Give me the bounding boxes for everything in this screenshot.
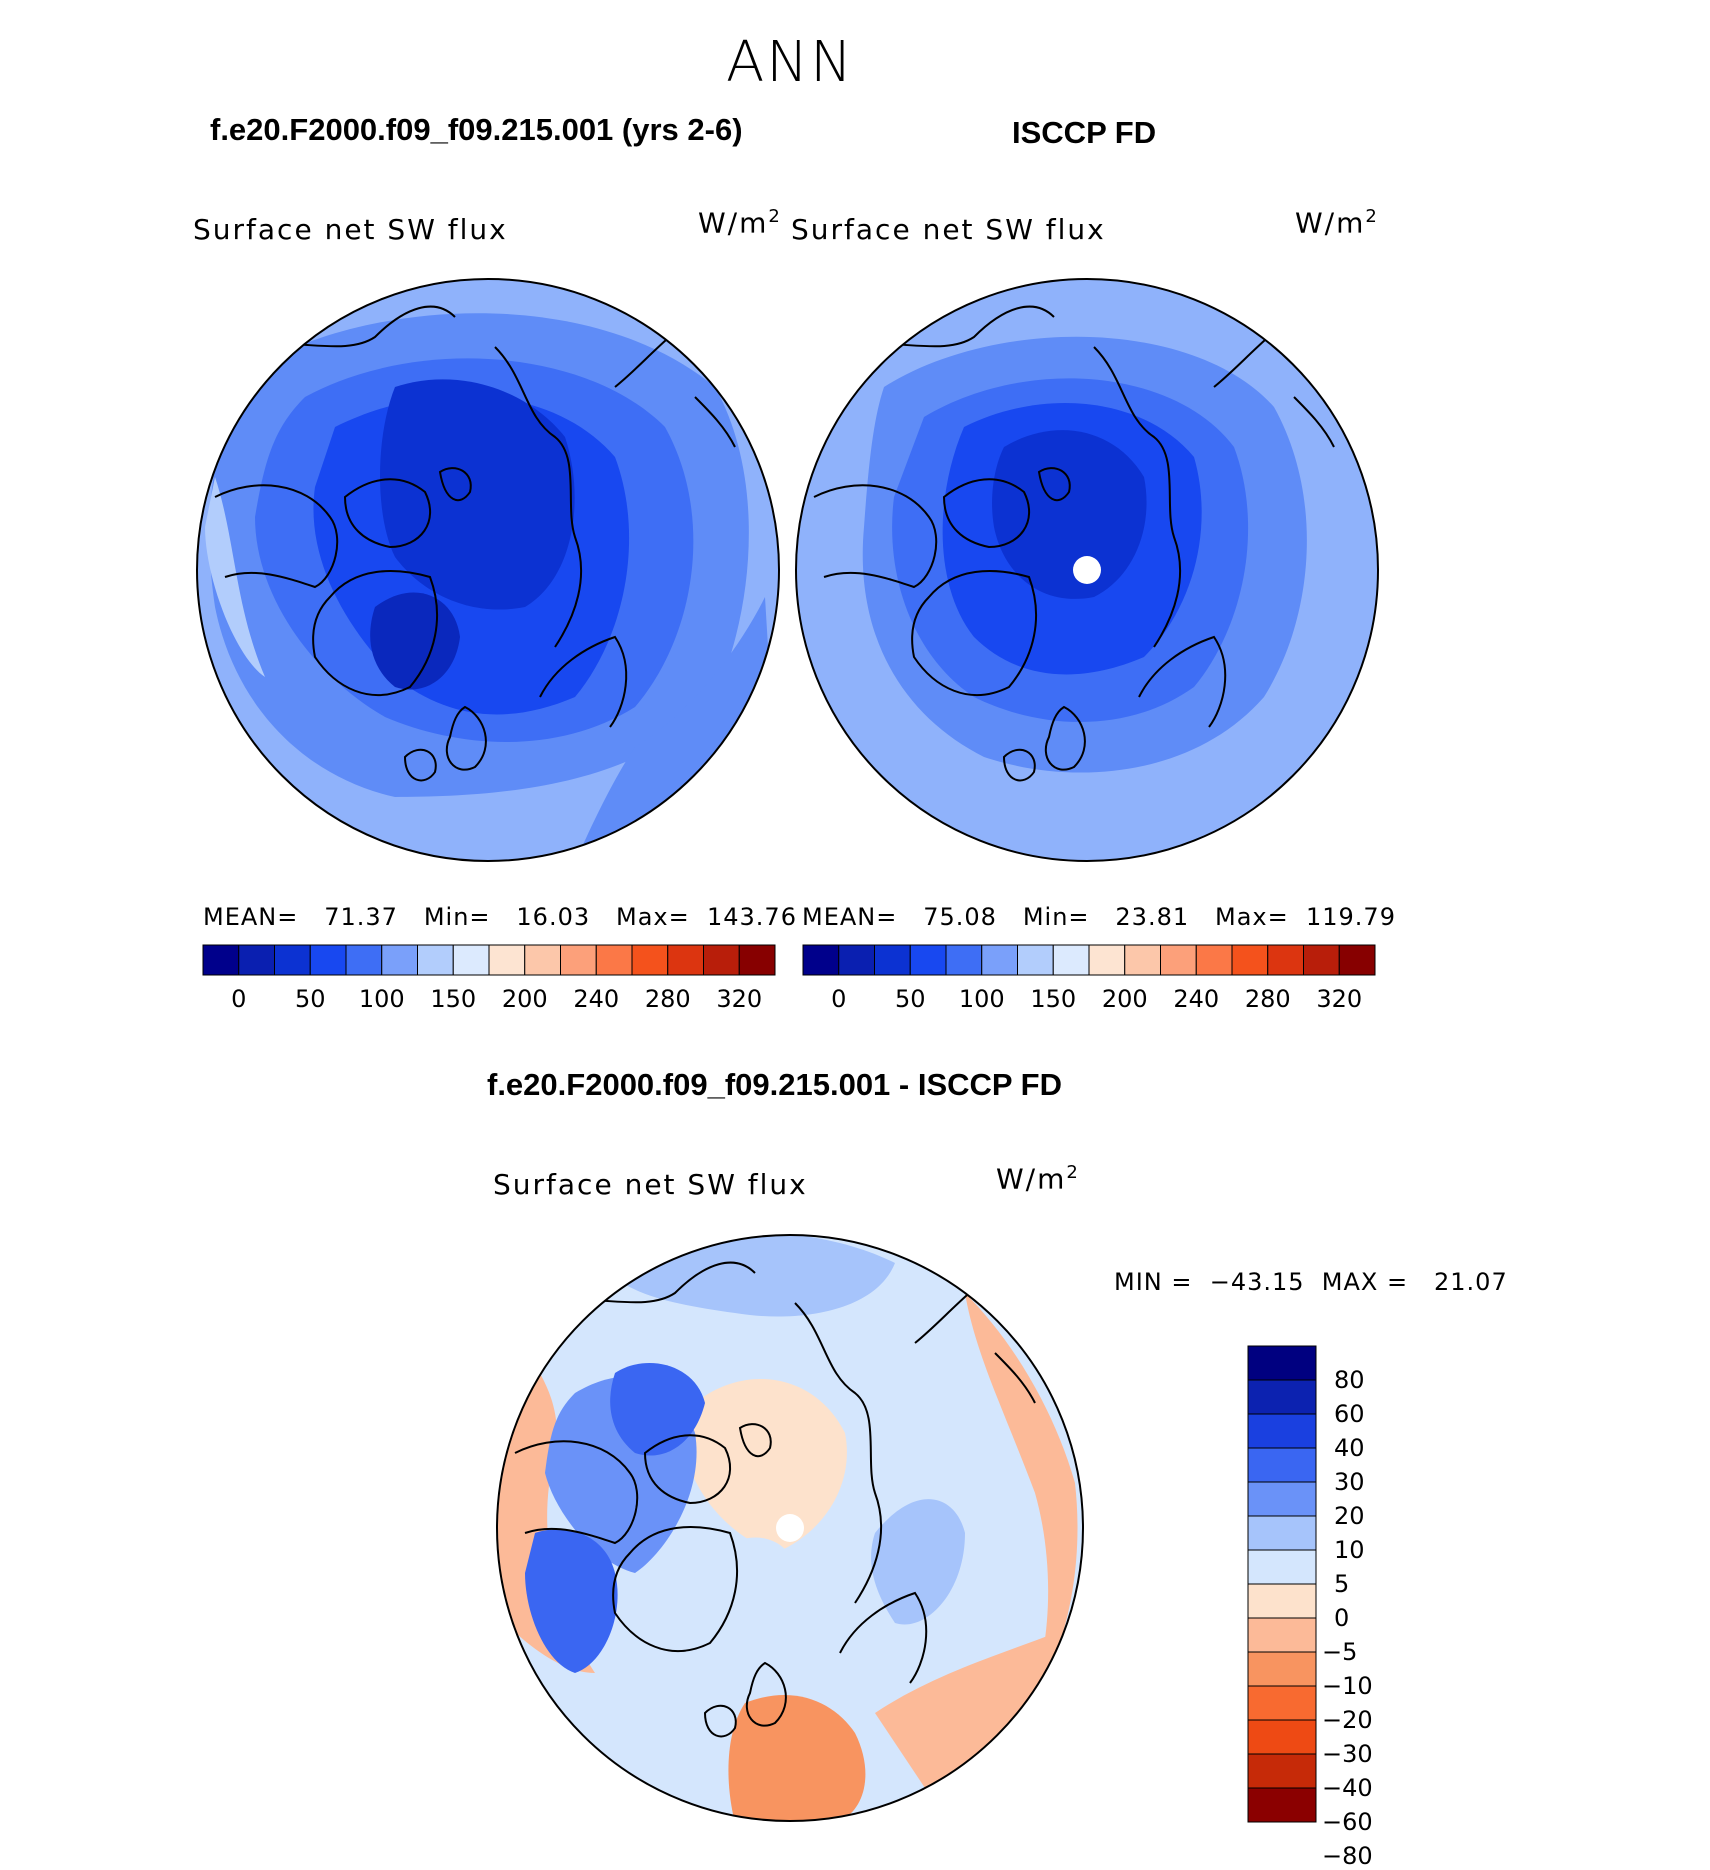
diff-variable-label: Surface net SW flux xyxy=(493,1168,808,1201)
colorbar-box xyxy=(1231,944,1269,976)
colorbar-tick-label: 320 xyxy=(1316,985,1363,1013)
diff-colorbar xyxy=(1247,1345,1317,1823)
colorbar-box xyxy=(309,944,347,976)
model-stats: MEAN= 71.37 Min= 16.03 Max= 143.76 xyxy=(203,903,797,931)
diff-case-title: f.e20.F2000.f09_f09.215.001 - ISCCP FD xyxy=(487,1067,1062,1102)
colorbar-tick-label: 240 xyxy=(1173,985,1220,1013)
colorbar-box xyxy=(1247,1617,1317,1653)
colorbar-tick-label: 0 xyxy=(231,985,247,1013)
colorbar-tick-label: 20 xyxy=(1334,1502,1365,1530)
colorbar-box xyxy=(1160,944,1197,976)
colorbar-tick-label: 50 xyxy=(294,985,326,1013)
colorbar-box xyxy=(703,944,740,976)
colorbar-box xyxy=(381,944,418,976)
colorbar-box xyxy=(1247,1719,1317,1755)
colorbar-box xyxy=(1247,1345,1317,1381)
colorbar-box xyxy=(667,944,704,976)
obs-variable-label: Surface net SW flux xyxy=(791,213,1106,246)
page-title: ANN xyxy=(725,30,855,95)
colorbar-box xyxy=(345,944,383,976)
obs-colorbar xyxy=(802,944,1376,976)
colorbar-box xyxy=(452,944,490,976)
colorbar-tick-label: −20 xyxy=(1322,1706,1373,1734)
diff-polar-map xyxy=(496,1234,1084,1822)
colorbar-box xyxy=(1195,944,1233,976)
colorbar-tick-label: 280 xyxy=(1244,985,1291,1013)
colorbar-box xyxy=(1247,1447,1317,1483)
colorbar-box xyxy=(560,944,597,976)
model-variable-label: Surface net SW flux xyxy=(193,213,508,246)
colorbar-tick-label: −40 xyxy=(1322,1774,1373,1802)
obs-colorbar-ticks: 0 50 100 150 200 240 280 320 xyxy=(803,985,1375,1015)
colorbar-tick-label: 30 xyxy=(1334,1468,1365,1496)
colorbar-box xyxy=(1247,1515,1317,1551)
obs-units-label: W/m2 xyxy=(1295,206,1377,240)
obs-case-title: ISCCP FD xyxy=(1012,115,1157,150)
colorbar-box xyxy=(488,944,526,976)
colorbar-box xyxy=(802,944,840,976)
colorbar-box xyxy=(1247,1787,1317,1823)
colorbar-tick-label: 280 xyxy=(644,985,691,1013)
obs-stats: MEAN= 75.08 Min= 23.81 Max= 119.79 xyxy=(802,903,1396,931)
colorbar-box xyxy=(909,944,947,976)
colorbar-tick-label: −5 xyxy=(1322,1638,1358,1666)
colorbar-box xyxy=(838,944,875,976)
colorbar-box xyxy=(1247,1651,1317,1687)
colorbar-tick-label: 100 xyxy=(358,985,405,1013)
colorbar-tick-label: −30 xyxy=(1322,1740,1373,1768)
colorbar-tick-label: 50 xyxy=(894,985,926,1013)
colorbar-box xyxy=(945,944,983,976)
colorbar-tick-label: 0 xyxy=(831,985,847,1013)
colorbar-box xyxy=(1088,944,1126,976)
colorbar-tick-label: 5 xyxy=(1334,1570,1350,1598)
diff-min-max: MIN = −43.15 MAX = 21.07 xyxy=(1114,1268,1508,1296)
colorbar-tick-label: 320 xyxy=(716,985,763,1013)
model-polar-map xyxy=(196,278,780,862)
colorbar-tick-label: 200 xyxy=(501,985,548,1013)
colorbar-tick-label: −80 xyxy=(1322,1842,1373,1870)
colorbar-box xyxy=(202,944,240,976)
diff-colorbar-ticks: 80 60 40 30 20 10 5 0 −5 −10 −20 −30 −40 −60 −80 xyxy=(1322,1346,1430,1870)
colorbar-box xyxy=(1338,944,1376,976)
model-colorbar-ticks: 0 50 100 150 200 240 280 320 xyxy=(203,985,775,1015)
colorbar-box xyxy=(1247,1481,1317,1517)
colorbar-box xyxy=(874,944,911,976)
model-colorbar xyxy=(202,944,776,976)
colorbar-tick-label: 0 xyxy=(1334,1604,1350,1632)
diff-units-label: W/m2 xyxy=(996,1162,1078,1196)
colorbar-box xyxy=(1247,1685,1317,1721)
colorbar-tick-label: 10 xyxy=(1334,1536,1365,1564)
colorbar-box xyxy=(1247,1753,1317,1789)
colorbar-box xyxy=(524,944,561,976)
colorbar-box xyxy=(738,944,776,976)
colorbar-tick-label: 150 xyxy=(430,985,477,1013)
colorbar-box xyxy=(631,944,669,976)
colorbar-box xyxy=(1124,944,1161,976)
colorbar-tick-label: 200 xyxy=(1101,985,1148,1013)
colorbar-box xyxy=(1267,944,1304,976)
colorbar-box xyxy=(1247,1413,1317,1449)
colorbar-box xyxy=(1303,944,1340,976)
colorbar-tick-label: −10 xyxy=(1322,1672,1373,1700)
colorbar-box xyxy=(1247,1379,1317,1415)
colorbar-tick-label: −60 xyxy=(1322,1808,1373,1836)
colorbar-box xyxy=(595,944,633,976)
colorbar-box xyxy=(238,944,275,976)
colorbar-box xyxy=(1247,1583,1317,1619)
colorbar-box xyxy=(274,944,311,976)
colorbar-tick-label: 100 xyxy=(958,985,1005,1013)
colorbar-box xyxy=(1247,1549,1317,1585)
model-case-title: f.e20.F2000.f09_f09.215.001 (yrs 2-6) xyxy=(210,112,743,147)
colorbar-box xyxy=(1017,944,1054,976)
colorbar-tick-label: 60 xyxy=(1334,1400,1365,1428)
colorbar-tick-label: 150 xyxy=(1030,985,1077,1013)
colorbar-tick-label: 240 xyxy=(573,985,620,1013)
obs-polar-map xyxy=(795,278,1379,862)
model-units-label: W/m2 xyxy=(698,206,780,240)
colorbar-tick-label: 40 xyxy=(1334,1434,1365,1462)
colorbar-box xyxy=(417,944,454,976)
colorbar-tick-label: 80 xyxy=(1334,1366,1365,1394)
colorbar-box xyxy=(1052,944,1090,976)
colorbar-box xyxy=(981,944,1018,976)
